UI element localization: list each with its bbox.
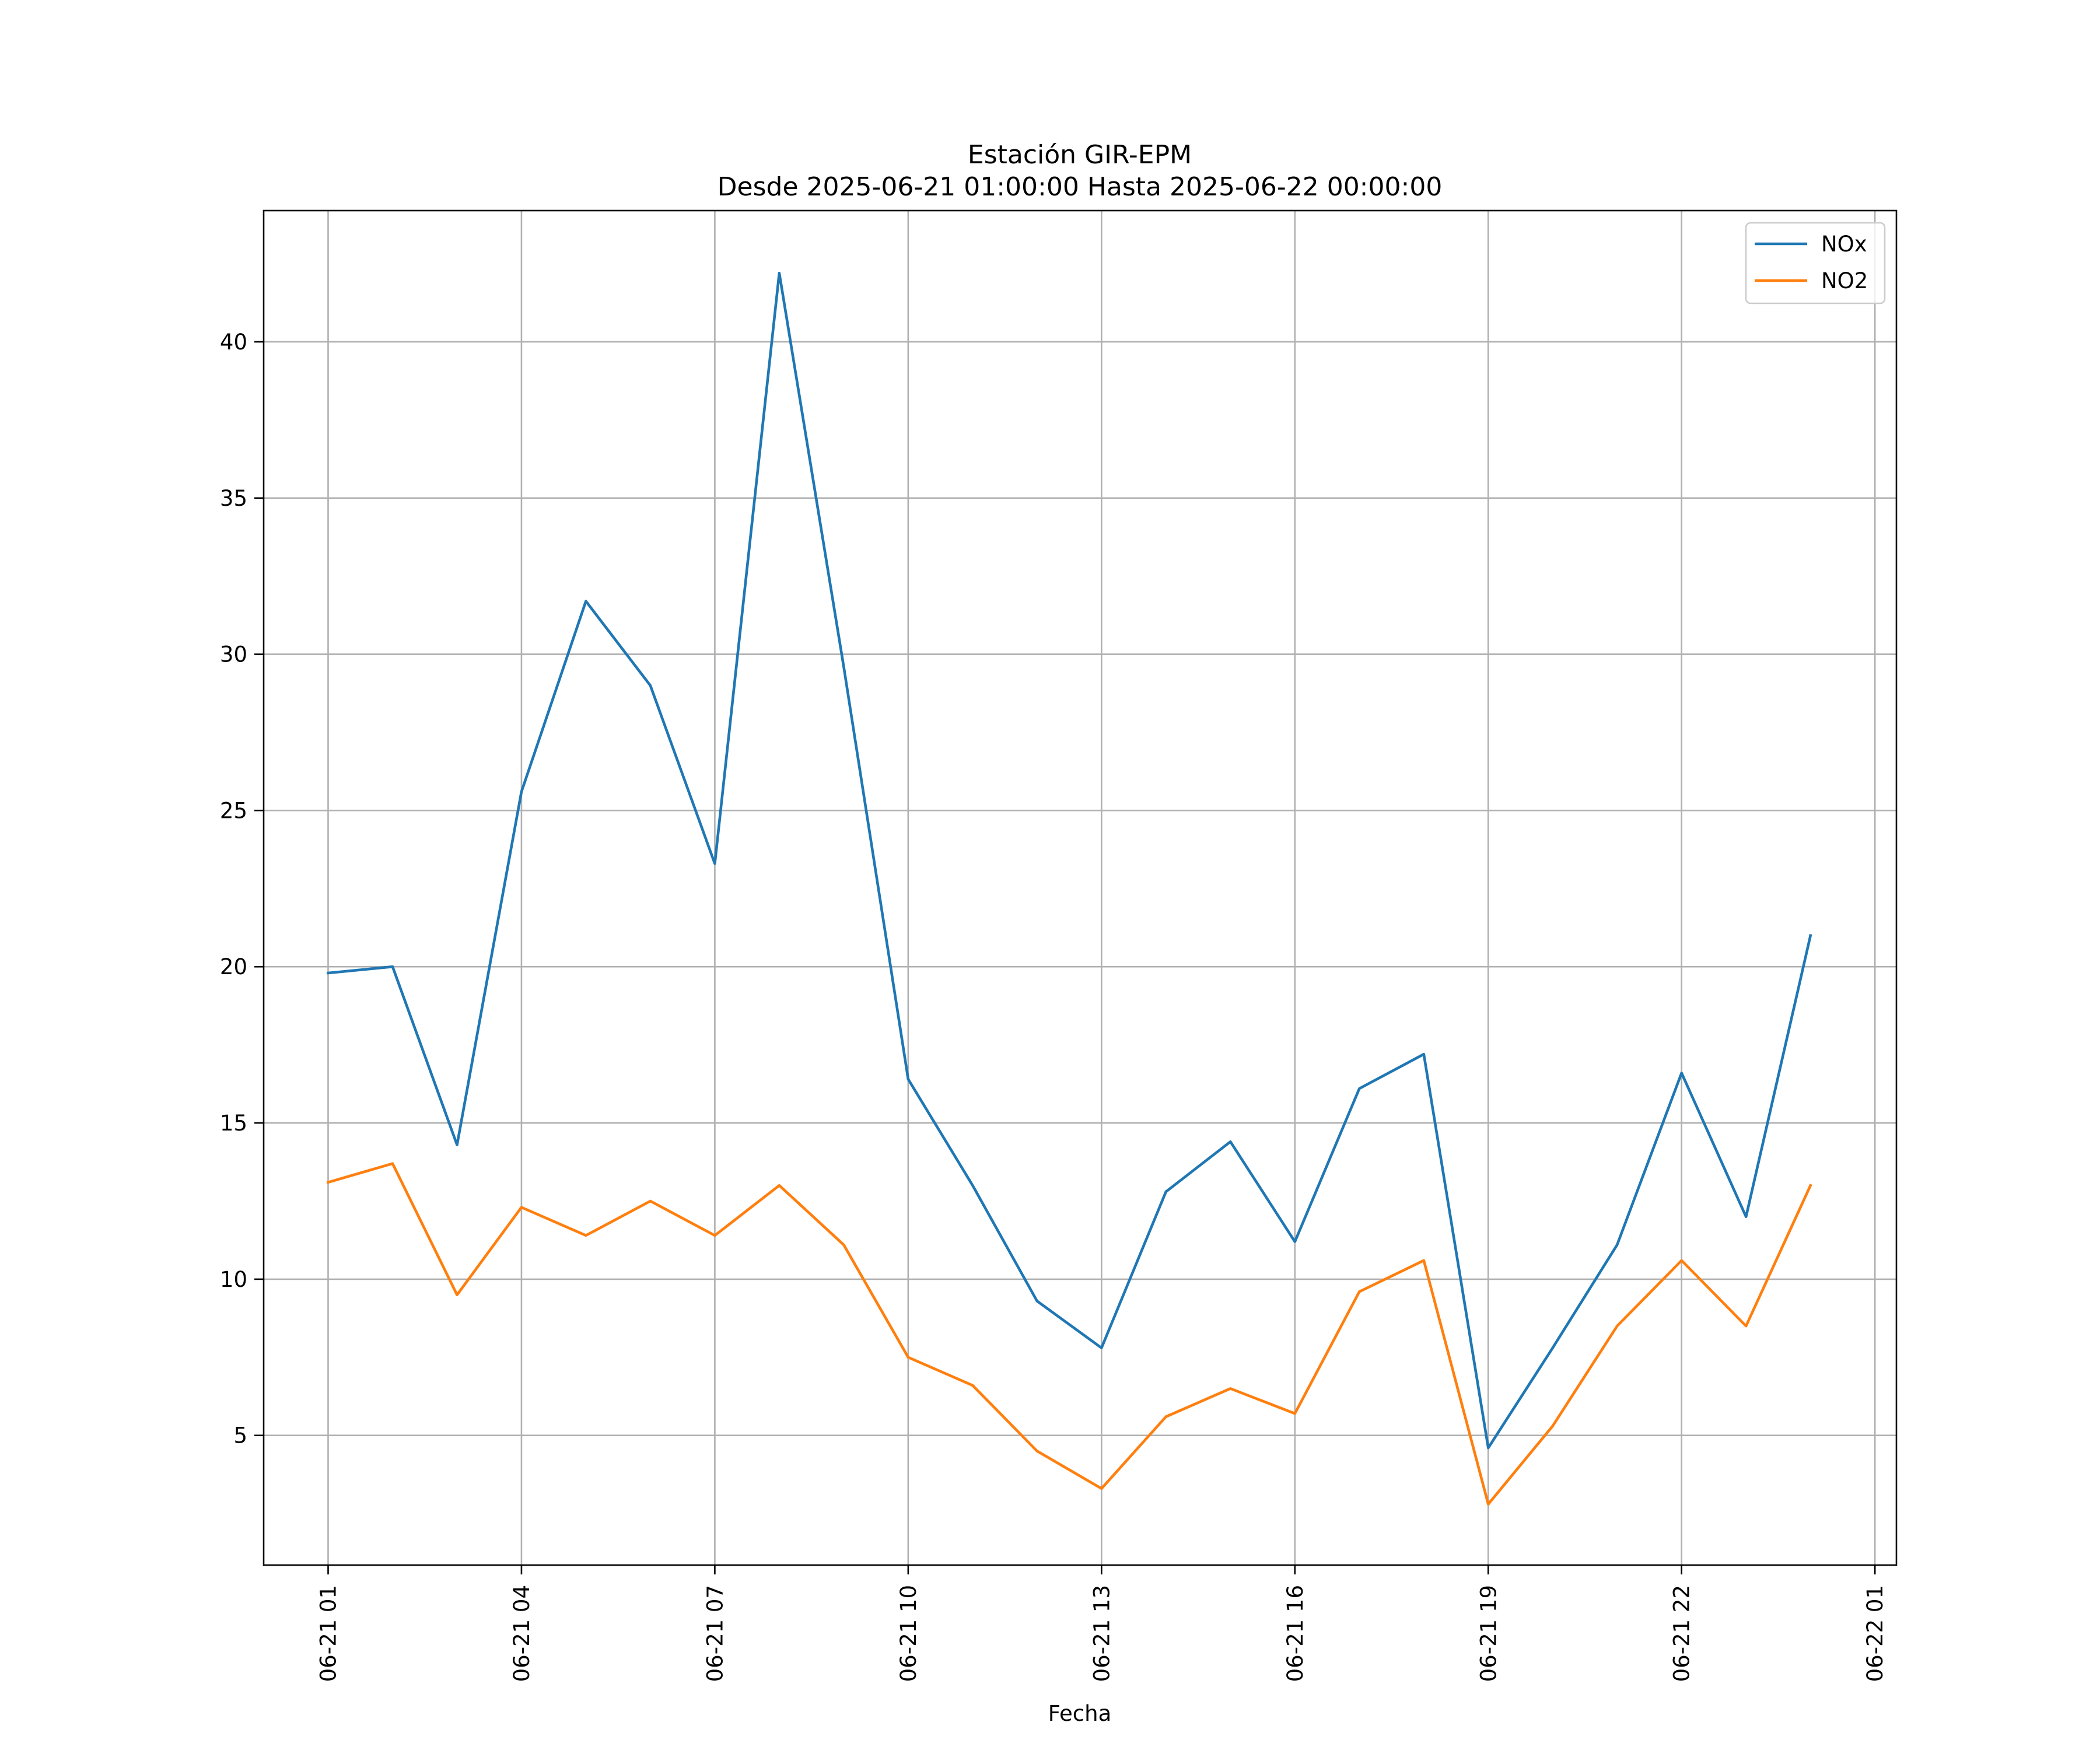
data-point-no2 (326, 1181, 330, 1184)
data-point-no2 (1357, 1290, 1361, 1293)
series-lines (326, 271, 1812, 1506)
legend-label-nox: NOx (1821, 232, 1867, 257)
legend: NOx NO2 (1745, 222, 1886, 304)
data-point-nox (1615, 1243, 1619, 1247)
data-point-no2 (907, 1356, 910, 1359)
x-tick-label: 06-21 19 (1476, 1585, 1501, 1682)
data-point-nox (1357, 1087, 1361, 1090)
data-point-nox (842, 665, 845, 668)
data-point-no2 (1615, 1324, 1619, 1328)
data-point-nox (584, 600, 587, 603)
data-point-no2 (1228, 1387, 1232, 1390)
data-point-no2 (584, 1234, 587, 1237)
plot-area-frame (262, 209, 1898, 1566)
data-point-no2 (1809, 1184, 1812, 1187)
data-point-no2 (1680, 1259, 1684, 1262)
data-point-nox (326, 971, 330, 975)
data-point-nox (1486, 1446, 1490, 1450)
series-line-nox (326, 271, 1812, 1450)
x-tick-label: 06-21 16 (1283, 1585, 1308, 1682)
x-tick-label: 06-21 13 (1089, 1585, 1114, 1682)
x-tick-label: 06-21 01 (316, 1585, 341, 1682)
data-point-nox (778, 271, 781, 275)
data-point-no2 (1100, 1487, 1103, 1490)
x-tick-label: 06-21 10 (896, 1585, 921, 1682)
x-tick-label: 06-21 04 (509, 1585, 534, 1682)
data-point-no2 (649, 1199, 652, 1203)
data-point-no2 (1293, 1412, 1297, 1415)
data-point-nox (1680, 1071, 1684, 1074)
data-point-no2 (1551, 1424, 1555, 1428)
data-point-nox (971, 1184, 974, 1187)
data-point-nox (1809, 934, 1812, 937)
data-point-nox (1035, 1299, 1039, 1303)
data-point-no2 (1422, 1259, 1426, 1262)
data-point-no2 (713, 1234, 716, 1237)
data-point-no2 (455, 1293, 459, 1297)
data-point-nox (1422, 1052, 1426, 1056)
data-point-nox (1293, 1240, 1297, 1244)
data-point-no2 (1486, 1503, 1490, 1506)
y-tick-label: 20 (220, 954, 247, 979)
grid (264, 211, 1896, 1565)
data-point-nox (713, 862, 716, 865)
chart-title: Estación GIR-EPM (968, 140, 1192, 170)
data-point-nox (391, 965, 394, 968)
data-point-no2 (520, 1206, 523, 1209)
data-point-nox (1744, 1215, 1748, 1219)
x-tick-label: 06-22 01 (1863, 1585, 1888, 1682)
data-point-nox (907, 1077, 910, 1081)
data-point-no2 (1164, 1415, 1168, 1419)
data-point-nox (1164, 1190, 1168, 1194)
x-axis-label: Fecha (1048, 1701, 1112, 1726)
data-point-no2 (842, 1243, 845, 1247)
y-tick-label: 30 (220, 642, 247, 667)
data-point-nox (649, 684, 652, 687)
y-tick-label: 40 (220, 330, 247, 355)
y-tick-label: 25 (220, 798, 247, 823)
series-line-no2 (326, 1162, 1812, 1506)
data-point-nox (520, 790, 523, 793)
data-point-no2 (391, 1162, 394, 1166)
y-tick-label: 5 (233, 1423, 247, 1448)
data-point-no2 (1035, 1449, 1039, 1452)
data-point-nox (455, 1143, 459, 1147)
data-points-no2 (326, 1162, 1812, 1506)
chart-subtitle: Desde 2025-06-21 01:00:00 Hasta 2025-06-… (718, 172, 1443, 202)
x-tick-label: 06-21 22 (1670, 1585, 1695, 1682)
legend-label-no2: NO2 (1821, 268, 1868, 293)
data-point-no2 (1744, 1324, 1748, 1328)
y-tick-label: 15 (220, 1111, 247, 1136)
data-points-nox (326, 271, 1812, 1450)
data-point-nox (1551, 1346, 1555, 1350)
y-tick-label: 10 (220, 1267, 247, 1292)
x-tick-label: 06-21 07 (702, 1585, 727, 1682)
data-point-nox (1100, 1346, 1103, 1350)
data-point-nox (1228, 1140, 1232, 1143)
axis-ticks: 06-21 01 06-21 04 06-21 07 06-21 10 06-21 13… (220, 330, 1888, 1682)
data-point-no2 (971, 1384, 974, 1387)
data-point-no2 (778, 1184, 781, 1187)
y-tick-label: 35 (220, 486, 247, 511)
